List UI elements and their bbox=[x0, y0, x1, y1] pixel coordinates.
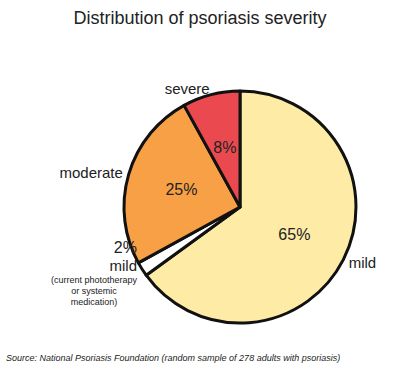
svg-text:2%: 2% bbox=[114, 239, 137, 256]
svg-text:moderate: moderate bbox=[59, 164, 122, 181]
svg-text:8%: 8% bbox=[213, 139, 236, 156]
svg-text:Distribution of psoriasis seve: Distribution of psoriasis severity bbox=[73, 8, 326, 28]
svg-text:severe: severe bbox=[165, 80, 210, 97]
svg-text:mild: mild bbox=[109, 257, 137, 274]
svg-text:mild: mild bbox=[349, 254, 377, 271]
svg-text:Source: National Psoriasis Fou: Source: National Psoriasis Foundation (r… bbox=[6, 353, 340, 363]
svg-text:or systemic: or systemic bbox=[71, 286, 117, 296]
svg-text:medication): medication) bbox=[71, 297, 118, 307]
svg-text:(current phototherapy: (current phototherapy bbox=[51, 275, 138, 285]
svg-text:25%: 25% bbox=[165, 181, 197, 198]
svg-text:65%: 65% bbox=[278, 226, 310, 243]
